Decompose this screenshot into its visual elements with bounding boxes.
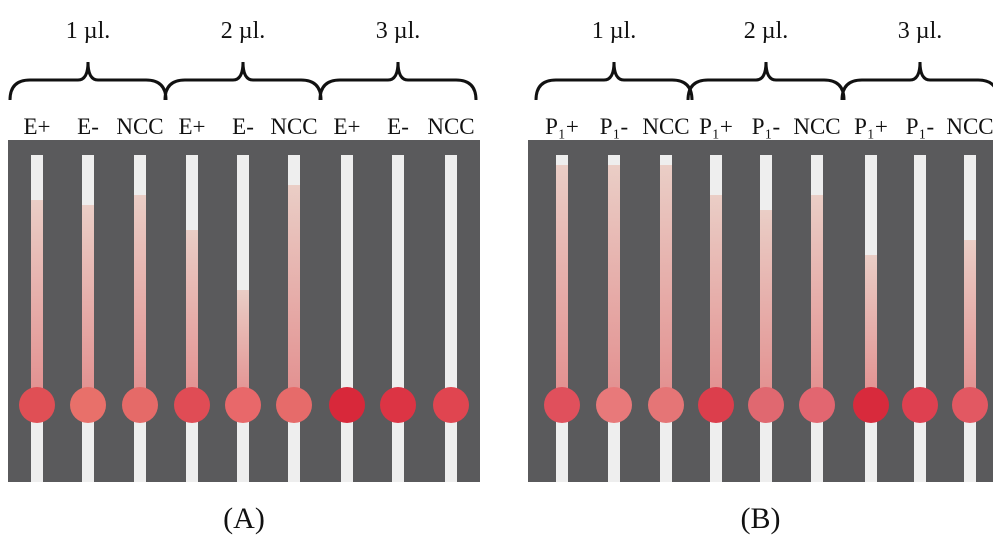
spot	[799, 387, 835, 423]
brace	[10, 62, 166, 100]
spot	[596, 387, 632, 423]
strip-label: E+	[23, 114, 50, 139]
stain	[811, 195, 823, 405]
strip	[341, 155, 353, 482]
stain	[710, 195, 722, 405]
volume-label: 2 µl.	[221, 18, 266, 44]
spot	[329, 387, 365, 423]
strip-label: NCC	[642, 114, 689, 139]
spot	[122, 387, 158, 423]
strip-label: NCC	[793, 114, 840, 139]
strip-label: P₁-	[906, 114, 934, 139]
volume-label: 1 µl.	[66, 18, 111, 44]
strip-label: P₁+	[545, 114, 579, 139]
stain	[82, 205, 94, 405]
stain	[760, 210, 772, 405]
spot	[952, 387, 988, 423]
spot	[748, 387, 784, 423]
stain	[865, 255, 877, 405]
panel-caption: (B)	[741, 502, 781, 535]
volume-label: 2 µl.	[744, 18, 789, 44]
stain	[31, 200, 43, 405]
brace	[842, 62, 993, 100]
strip-label: NCC	[270, 114, 317, 139]
spot	[433, 387, 469, 423]
stain	[556, 165, 568, 405]
stain	[608, 165, 620, 405]
strip	[392, 155, 404, 482]
strip-label: E+	[333, 114, 360, 139]
spot	[276, 387, 312, 423]
figure: 1 µl. E+ E- NCC 2 µl. E+ E- NCC 3 µl. E+ E- NCC (A) 1…	[0, 0, 993, 538]
stain	[288, 185, 300, 405]
strip-label: NCC	[427, 114, 474, 139]
strip	[914, 155, 926, 482]
spot	[698, 387, 734, 423]
strip-label: E+	[178, 114, 205, 139]
strip-label: P₁+	[854, 114, 888, 139]
stain	[186, 230, 198, 405]
strip-label: E-	[77, 114, 99, 139]
spot	[225, 387, 261, 423]
strip-label: E-	[232, 114, 254, 139]
strip-label: NCC	[946, 114, 993, 139]
spot	[902, 387, 938, 423]
spot	[853, 387, 889, 423]
volume-label: 3 µl.	[376, 18, 421, 44]
brace	[165, 62, 321, 100]
spot	[174, 387, 210, 423]
volume-label: 1 µl.	[592, 18, 637, 44]
spot	[70, 387, 106, 423]
panel-caption: (A)	[223, 502, 265, 535]
spot	[19, 387, 55, 423]
strip-label: P₁+	[699, 114, 733, 139]
stain	[134, 195, 146, 405]
brace	[688, 62, 844, 100]
brace	[320, 62, 476, 100]
spot	[380, 387, 416, 423]
brace	[536, 62, 692, 100]
strip-label: P₁-	[752, 114, 780, 139]
spot	[648, 387, 684, 423]
strip-label: NCC	[116, 114, 163, 139]
spot	[544, 387, 580, 423]
volume-label: 3 µl.	[898, 18, 943, 44]
strip-label: P₁-	[600, 114, 628, 139]
strip	[445, 155, 457, 482]
stain	[660, 165, 672, 405]
strip-label: E-	[387, 114, 409, 139]
stain	[964, 240, 976, 405]
